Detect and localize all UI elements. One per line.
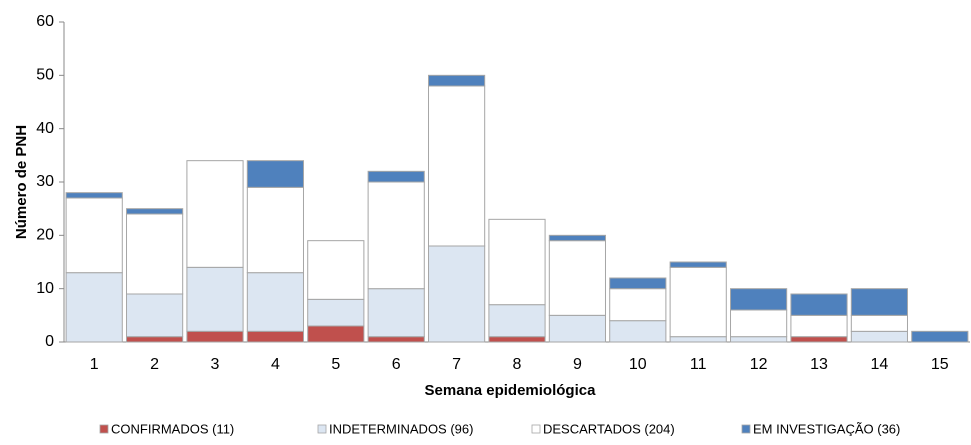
bar-segment — [126, 293, 184, 338]
bar-segment — [246, 272, 304, 332]
legend-label: DESCARTADOS (204) — [543, 421, 675, 436]
bar-segment — [548, 314, 606, 343]
bar-segment — [730, 309, 788, 338]
y-tick-label: 10 — [36, 280, 54, 297]
bar-segment — [126, 336, 184, 343]
bar-segment — [669, 261, 727, 268]
bar-segment — [367, 170, 425, 183]
x-axis-label: Semana epidemiológica — [425, 382, 597, 399]
bar-segment — [790, 314, 848, 338]
x-tick-label: 1 — [90, 356, 99, 373]
y-tick-label: 40 — [36, 120, 54, 137]
bar-segment — [126, 213, 184, 295]
x-tick-label: 7 — [452, 356, 461, 373]
bar-segment — [246, 330, 304, 343]
bar-segment — [246, 160, 304, 188]
bar-segment — [850, 330, 908, 343]
bar-segment — [126, 208, 184, 215]
bar-segment — [186, 160, 244, 268]
bar-segment — [367, 181, 425, 290]
bar-segment — [367, 288, 425, 338]
x-tick-label: 3 — [211, 356, 220, 373]
bar-segment — [488, 304, 546, 338]
legend-swatch — [99, 424, 109, 434]
x-tick-label: 8 — [513, 356, 522, 373]
bar-segment — [186, 330, 244, 343]
bar-segment — [669, 336, 727, 343]
bar-segment — [609, 277, 667, 290]
legend-label: CONFIRMADOS (11) — [111, 421, 234, 436]
x-tick-label: 4 — [271, 356, 280, 373]
bar-segment — [246, 186, 304, 274]
bar-segment — [186, 266, 244, 332]
bar-segment — [65, 192, 123, 199]
bar-segment — [548, 234, 606, 242]
x-tick-label: 2 — [150, 356, 159, 373]
bar-segment — [428, 245, 486, 343]
x-tick-label: 11 — [690, 356, 707, 373]
bar-segment — [367, 336, 425, 343]
y-tick-label: 0 — [45, 333, 54, 350]
bar-segment — [307, 298, 365, 327]
bar-segment — [730, 336, 788, 343]
y-tick-label: 20 — [36, 227, 54, 244]
bar-segment — [65, 197, 123, 274]
legend-swatch — [741, 424, 751, 434]
bar-segment — [488, 336, 546, 343]
bar-segment — [307, 325, 365, 343]
bar-segment — [850, 314, 908, 332]
bar-segment — [669, 266, 727, 338]
bar-segment — [428, 74, 486, 87]
bar-segment — [790, 336, 848, 343]
bar-segment — [609, 320, 667, 343]
legend-swatch — [531, 424, 541, 434]
bar-segment — [65, 272, 123, 343]
legend-label: INDETERMINADOS (96) — [329, 421, 473, 436]
y-tick-label: 30 — [36, 173, 54, 190]
x-tick-label: 9 — [573, 356, 582, 373]
x-tick-label: 13 — [810, 356, 828, 373]
x-tick-label: 10 — [629, 356, 647, 373]
legend-label: EM INVESTIGAÇÃO (36) — [753, 421, 900, 436]
x-tick-label: 12 — [750, 356, 768, 373]
y-tick-label: 50 — [36, 67, 54, 84]
y-tick-label: 60 — [36, 13, 54, 30]
x-tick-label: 6 — [392, 356, 401, 373]
x-tick-label: 15 — [931, 356, 949, 373]
bar-segment — [307, 240, 365, 300]
legend-swatch — [317, 424, 327, 434]
bar-segment — [548, 240, 606, 316]
bar-segment — [850, 288, 908, 316]
bar-segment — [428, 85, 486, 247]
bar-segment — [790, 293, 848, 316]
x-tick-label: 14 — [871, 356, 889, 373]
y-axis-label: Número de PNH — [13, 125, 30, 239]
bar-segment — [488, 218, 546, 306]
x-tick-label: 5 — [331, 356, 340, 373]
bar-segment — [911, 330, 969, 343]
bar-segment — [609, 288, 667, 322]
bar-segment — [730, 288, 788, 311]
